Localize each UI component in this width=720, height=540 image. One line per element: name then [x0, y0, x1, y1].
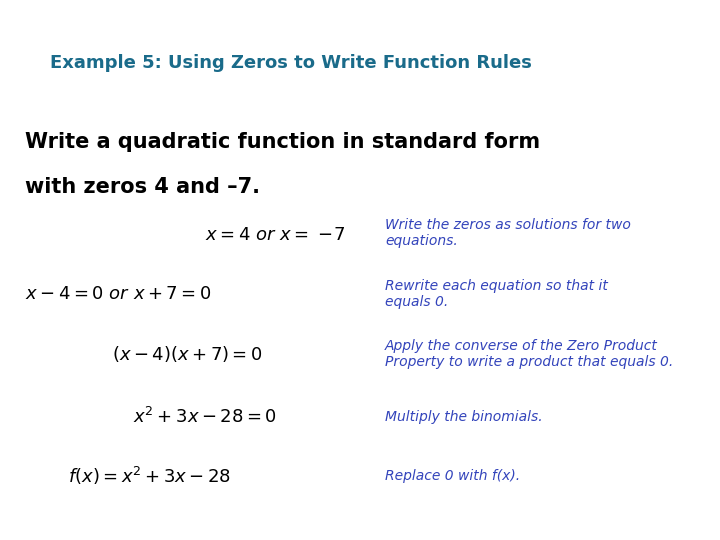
Text: $x^2 + 3x - 28 = 0$: $x^2 + 3x - 28 = 0$ [133, 407, 277, 427]
Text: Apply the converse of the Zero Product
Property to write a product that equals 0: Apply the converse of the Zero Product P… [385, 339, 673, 369]
Text: Multiply the binomials.: Multiply the binomials. [385, 410, 543, 424]
Text: with zeros 4 and –7.: with zeros 4 and –7. [25, 177, 260, 197]
Text: $(x - 4)(x + 7) = 0$: $(x - 4)(x + 7) = 0$ [112, 343, 262, 364]
Text: Write the zeros as solutions for two
equations.: Write the zeros as solutions for two equ… [385, 218, 631, 248]
Text: $f(x) = x^2 + 3x - 28$: $f(x) = x^2 + 3x - 28$ [68, 465, 231, 487]
Text: Replace 0 with f(x).: Replace 0 with f(x). [385, 469, 521, 483]
Text: Rewrite each equation so that it
equals 0.: Rewrite each equation so that it equals … [385, 279, 608, 309]
Text: Example 5: Using Zeros to Write Function Rules: Example 5: Using Zeros to Write Function… [50, 54, 532, 72]
Text: $x - 4 = 0$ or $x + 7 = 0$: $x - 4 = 0$ or $x + 7 = 0$ [25, 285, 212, 303]
Text: $x = 4$ or $x = $ −$7$: $x = 4$ or $x = $ −$7$ [205, 226, 346, 244]
Text: Write a quadratic function in standard form: Write a quadratic function in standard f… [25, 132, 540, 152]
